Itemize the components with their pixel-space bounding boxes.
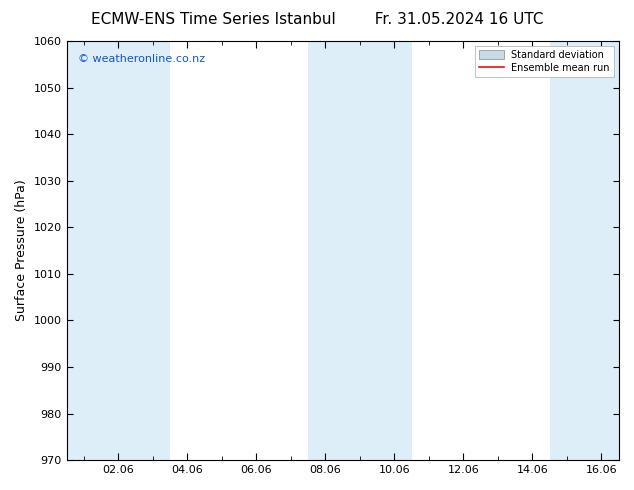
Bar (308, 41, 359, 460)
Bar (119, 41, 170, 460)
Bar (67, 41, 119, 460)
Y-axis label: Surface Pressure (hPa): Surface Pressure (hPa) (15, 180, 28, 321)
Bar (359, 41, 411, 460)
Text: ECMW-ENS Time Series Istanbul        Fr. 31.05.2024 16 UTC: ECMW-ENS Time Series Istanbul Fr. 31.05.… (91, 12, 543, 27)
Text: © weatheronline.co.nz: © weatheronline.co.nz (77, 53, 205, 64)
Legend: Standard deviation, Ensemble mean run: Standard deviation, Ensemble mean run (476, 46, 614, 76)
Bar (550, 41, 619, 460)
